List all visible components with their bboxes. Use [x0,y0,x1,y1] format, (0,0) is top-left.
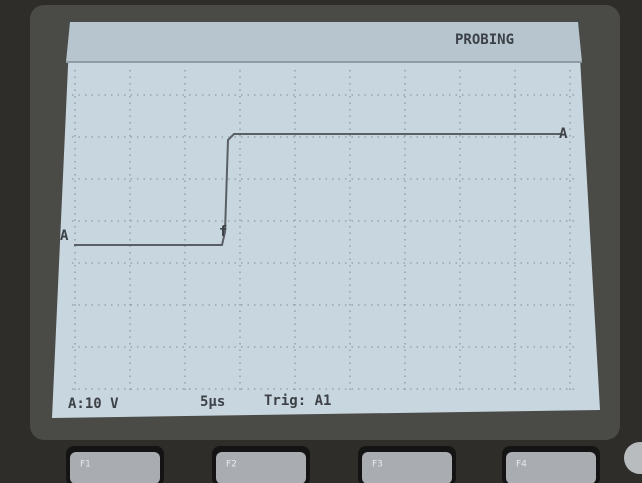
function-button[interactable] [70,452,160,483]
function-button-label: F1 [80,460,91,470]
header-bar [66,22,582,62]
status-trigger: Trig: A1 [264,393,331,409]
function-button[interactable] [506,452,596,483]
waveform [74,133,562,246]
trigger-marker: f [219,224,227,240]
screen [52,22,600,418]
function-button-label: F2 [226,460,237,470]
function-button-label: F3 [372,460,383,470]
function-button[interactable] [216,452,306,483]
function-button[interactable] [362,452,452,483]
channel-marker-left: A [60,228,69,244]
status-timebase: 5µs [200,394,225,410]
status-scale: A:10 V [68,396,119,412]
buttons: F1 F2 F3 F4 [66,446,600,483]
header-text: PROBING [455,32,514,48]
channel-marker-right: A [559,126,568,142]
function-button-label: F4 [516,460,527,470]
knob [624,442,642,474]
